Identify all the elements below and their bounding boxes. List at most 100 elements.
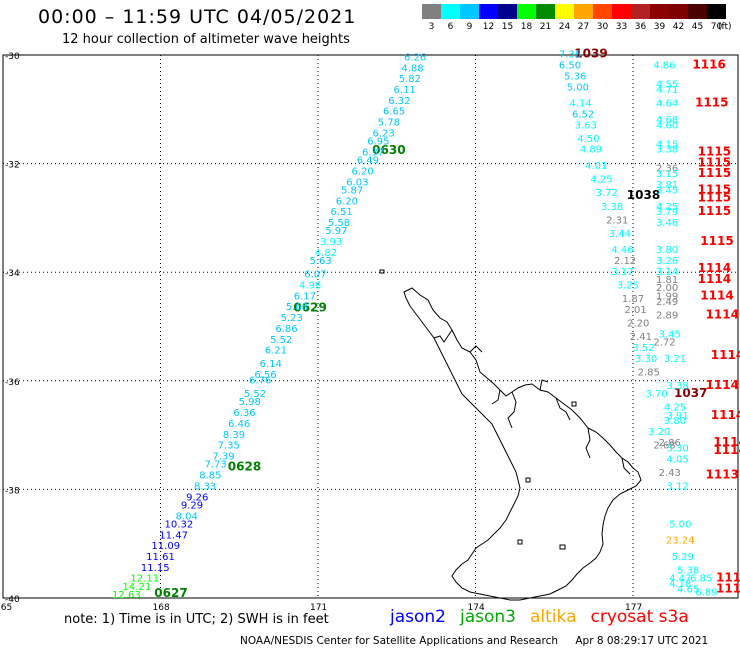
swh-value: 6.85 [690, 574, 712, 585]
swh-value: 4.15 [656, 139, 678, 150]
swh-value: 5.98 [239, 397, 261, 408]
swh-value: 2.43 [659, 468, 681, 479]
legend-swatch [574, 4, 593, 19]
track-label: 1037 [674, 386, 707, 400]
track-label: 1113 [716, 582, 740, 596]
lat-tick-label: -40 [5, 595, 20, 605]
swh-value: 3.30 [666, 443, 688, 454]
swh-value: 4.50 [577, 134, 599, 145]
track-label: 1115 [698, 155, 731, 169]
swh-value: 7.73 [204, 460, 226, 471]
swh-value: 23.24 [666, 536, 695, 547]
swh-value: 2.36 [656, 164, 678, 175]
swh-value: 7.35 [218, 441, 240, 452]
swh-value: 3.26 [656, 256, 678, 267]
swh-value: 6.14 [260, 359, 282, 370]
swh-value: 4.68 [656, 115, 678, 126]
swh-value: 2.49 [656, 297, 678, 308]
swh-value: 5.00 [669, 519, 691, 530]
swh-value: 4.82 [315, 248, 337, 259]
track-label: 1113 [706, 468, 739, 482]
track-label: 1116 [692, 58, 725, 72]
swh-value: 1.87 [622, 294, 644, 305]
swh-value: 11.15 [141, 563, 170, 574]
swh-value: 2.85 [638, 367, 660, 378]
lat-tick-label: -36 [5, 378, 20, 388]
swh-value: 4.01 [585, 161, 607, 172]
swh-value: 2.01 [624, 305, 646, 316]
swh-value: 3.81 [656, 180, 678, 191]
swh-value: 6.32 [388, 96, 410, 107]
swh-value: 4.05 [666, 454, 688, 465]
swh-value: 5.38 [677, 566, 699, 577]
swh-value: 6.07 [304, 270, 326, 281]
swh-value: 3.15 [656, 169, 678, 180]
swh-value: 4.65 [677, 585, 699, 596]
satellite-name: jason2 [390, 607, 446, 627]
swh-value: 6.51 [330, 207, 352, 218]
swh-value: 6.65 [383, 107, 405, 118]
track-label: 1114 [711, 348, 740, 362]
swh-value: 4.25 [590, 175, 612, 186]
swh-value: 2.41 [630, 332, 652, 343]
swh-value: 8.33 [194, 481, 216, 492]
swh-value: 3.38 [601, 202, 623, 213]
track-label: 0629 [293, 300, 326, 314]
swh-value: 8.85 [199, 471, 221, 482]
legend-label: 70 [710, 22, 723, 32]
track-label: 1114 [706, 378, 739, 392]
swh-value: 6.56 [254, 370, 276, 381]
legend-label: 6 [447, 22, 454, 32]
swh-value: 5.52 [270, 335, 292, 346]
swh-value: 5.82 [399, 74, 421, 85]
swh-value: 6.86 [275, 324, 297, 335]
track-label: 1114 [713, 443, 740, 457]
swh-value: 2.12 [614, 256, 636, 267]
swh-value: 3.79 [656, 207, 678, 218]
swh-value: 4.60 [656, 120, 678, 131]
swh-value: 1.99 [656, 291, 678, 302]
swh-value: 2.89 [656, 310, 678, 321]
legend-label: 36 [634, 22, 647, 32]
legend-swatch [555, 4, 574, 19]
track-label: 1114 [713, 435, 740, 449]
swh-value: 3.72 [596, 188, 618, 199]
color-legend [422, 4, 726, 19]
swh-value: 12.63 [112, 590, 141, 601]
swh-value: 4.47 [669, 574, 691, 585]
swh-value: 11.47 [159, 530, 188, 541]
satellite-legend: jason2 jason3 altika cryosat s3a [390, 607, 703, 627]
swh-value: 6.36 [233, 408, 255, 419]
swh-value: 4.86 [653, 61, 675, 72]
track-label: 1114 [698, 272, 731, 286]
swh-value: 2.00 [656, 283, 678, 294]
legend-swatch [612, 4, 631, 19]
satellite-name: jason3 [460, 607, 516, 627]
swh-value: 14.21 [123, 582, 152, 593]
swh-value: 9.26 [186, 492, 208, 503]
track-label: 1115 [698, 166, 731, 180]
swh-value: 2.31 [606, 215, 628, 226]
swh-value: 3.91 [666, 411, 688, 422]
track-label: 1115 [698, 204, 731, 218]
swh-value: 6.46 [228, 419, 250, 430]
map-title: 00:00 – 11:59 UTC 04/05/2021 [38, 6, 357, 28]
legend-unit: (ft) [718, 22, 732, 32]
legend-label: 21 [539, 22, 552, 32]
swh-value: 8.39 [223, 430, 245, 441]
track-label: 0630 [372, 143, 405, 157]
map-grid: -30 -32 -34 -36 -38 -40165 168 171 174 177 [0, 52, 738, 613]
lat-tick-label: -34 [5, 269, 20, 279]
swh-value: 6.89 [695, 587, 717, 598]
legend-label: 33 [615, 22, 628, 32]
swh-value: 8.04 [176, 511, 198, 522]
generation-timestamp: Apr 8 08:29:17 UTC 2021 [575, 635, 709, 647]
swh-value: 3.80 [656, 245, 678, 256]
swh-value: 3.93 [320, 237, 342, 248]
swh-value: 5.29 [672, 552, 694, 563]
swh-value: 4.71 [656, 85, 678, 96]
swh-value: 3.17 [611, 267, 633, 278]
legend-label: 12 [482, 22, 495, 32]
legend-swatch [536, 4, 555, 19]
swh-value: 6.37 [362, 147, 384, 158]
